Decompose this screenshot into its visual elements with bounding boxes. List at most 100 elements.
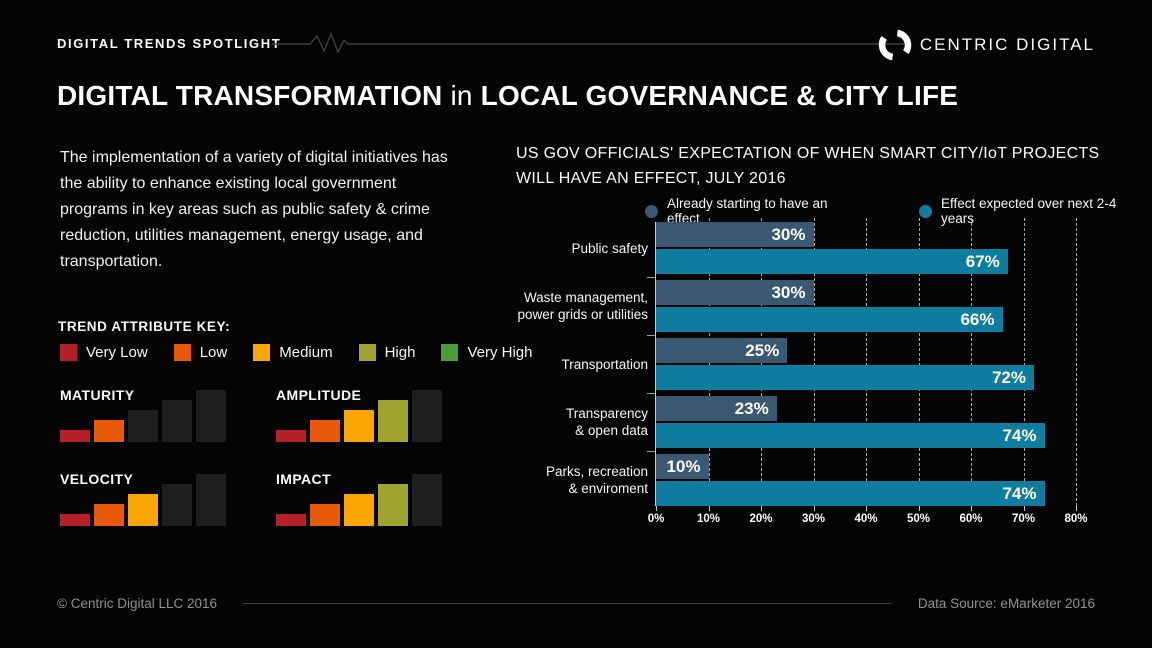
x-axis-tick-50%	[918, 506, 920, 511]
brand-lockup: CENTRIC DIGITAL	[878, 28, 1095, 62]
axis-group-tick-3	[647, 451, 655, 452]
chart-legend-item-1: Effect expected over next 2-4 years	[919, 196, 1152, 226]
trend-key-item-2: Medium	[253, 344, 333, 361]
trend-key-label: Medium	[279, 344, 333, 361]
gridline-40%	[866, 218, 867, 506]
trend-key-item-0: Very Low	[60, 344, 148, 361]
trend-bar-3	[344, 494, 374, 526]
trend-bar-4	[378, 484, 408, 526]
trend-key-swatch-icon	[441, 344, 459, 361]
bar-group-2: 25% 72%	[656, 338, 1075, 390]
bar-2-series-1: 72%	[656, 365, 1034, 390]
trend-key-swatch-icon	[253, 344, 271, 361]
category-label-1: Waste management, power grids or utilitie…	[517, 290, 648, 322]
bar-group-3: 23% 74%	[656, 396, 1075, 448]
copyright-text: © Centric Digital LLC 2016	[57, 596, 218, 611]
gridline-80%	[1076, 218, 1077, 506]
bar-value-label: 67%	[965, 251, 1000, 271]
title-part-1: DIGITAL TRANSFORMATION	[57, 80, 443, 111]
gridline-70%	[1023, 218, 1025, 506]
title-part-mid: in	[442, 80, 481, 111]
trend-chart-bars	[60, 470, 226, 526]
trend-key-swatch-icon	[358, 344, 376, 361]
trend-key-item-4: Very High	[441, 344, 533, 361]
category-label-2: Transportation	[561, 356, 648, 372]
bar-value-label: 10%	[666, 456, 701, 476]
trend-bar-3	[128, 410, 158, 442]
category-label-0: Public safety	[571, 240, 648, 256]
trend-bar-2	[94, 504, 124, 526]
x-axis-tick-60%	[971, 506, 972, 511]
centric-digital-logo-icon	[878, 29, 912, 61]
x-axis-label-50%: 50%	[906, 513, 931, 525]
legend-label: Effect expected over next 2-4 years	[940, 196, 1117, 226]
bar-value-label: 72%	[991, 367, 1026, 387]
trend-bar-2	[310, 420, 340, 442]
x-axis-tick-80%	[1076, 506, 1077, 511]
chart-title: US GOV OFFICIALS' EXPECTATION OF WHEN SM…	[516, 145, 1100, 187]
trend-key-label: High	[384, 344, 416, 361]
category-label-4: Parks, recreation & enviroment	[545, 464, 648, 496]
trend-bar-1	[276, 514, 306, 526]
trend-key-label: Very High	[467, 344, 533, 361]
trend-chart-bars	[276, 470, 442, 526]
gridline-60%	[971, 218, 972, 506]
trend-chart-impact: IMPACT	[276, 470, 446, 526]
trend-chart-label: IMPACT	[276, 471, 332, 487]
footer: © Centric Digital LLC 2016 Data Source: …	[57, 596, 1095, 611]
bar-1-series-1: 66%	[656, 307, 1003, 332]
x-axis-label-40%: 40%	[854, 513, 878, 525]
x-axis-tick-0%	[656, 506, 657, 511]
trend-key-item-3: High	[358, 344, 416, 361]
intro-paragraph: The implementation of a variety of digit…	[60, 149, 448, 270]
trend-chart-label: VELOCITY	[60, 471, 134, 487]
header-label: DIGITAL TRENDS SPOTLIGHT	[57, 36, 282, 51]
trend-chart-maturity: MATURITY	[60, 386, 230, 442]
bar-group-1: 30% 66%	[656, 280, 1075, 332]
bar-value-label: 30%	[771, 282, 806, 302]
category-label-3: Transparency & open data	[565, 406, 648, 438]
legend-dot-icon	[919, 204, 932, 218]
trend-chart-bars	[276, 386, 442, 442]
trend-bar-1	[60, 430, 90, 442]
trend-bar-4	[162, 400, 192, 442]
trend-bar-4	[378, 400, 408, 442]
bar-4-series-1: 74%	[656, 481, 1045, 506]
x-axis-label-30%: 30%	[801, 513, 826, 525]
bar-group-0: 30% 67%	[656, 222, 1075, 274]
trend-key-swatch-icon	[173, 344, 191, 361]
trend-bar-1	[276, 430, 306, 442]
x-axis-tick-70%	[1023, 506, 1025, 511]
gridline-50%	[918, 218, 920, 506]
pulse-line-decoration	[272, 32, 904, 54]
trend-bar-2	[94, 420, 124, 442]
trend-bar-3	[128, 494, 158, 526]
trend-chart-bars	[60, 386, 226, 442]
bar-value-label: 74%	[1002, 483, 1037, 503]
bar-1-series-0: 30%	[656, 280, 814, 305]
bar-value-label: 74%	[1002, 425, 1037, 445]
page-title: DIGITAL TRANSFORMATION in LOCAL GOVERNAN…	[57, 80, 958, 112]
footer-divider	[243, 603, 892, 604]
x-axis-label-10%: 10%	[696, 513, 721, 525]
bar-4-series-0: 10%	[656, 454, 709, 479]
bar-value-label: 25%	[745, 340, 780, 360]
trend-bar-3	[344, 410, 374, 442]
x-axis-label-80%: 80%	[1064, 513, 1088, 525]
bar-2-series-0: 25%	[656, 338, 788, 363]
trend-chart-label: MATURITY	[60, 387, 135, 403]
trend-bar-5	[196, 474, 226, 526]
axis-group-tick-0	[647, 277, 655, 278]
trend-bar-5	[412, 390, 442, 442]
x-axis-tick-40%	[866, 506, 867, 511]
trend-key-label: Very Low	[86, 344, 148, 361]
legend-dot-icon	[645, 204, 658, 218]
x-axis-tick-30%	[813, 506, 815, 511]
gridline-30%	[813, 218, 815, 506]
trend-key-legend: Very Low Low Medium High Very High	[60, 344, 533, 361]
x-axis-label-70%: 70%	[1011, 513, 1036, 525]
bar-3-series-0: 23%	[656, 396, 777, 421]
bar-0-series-0: 30%	[656, 222, 814, 247]
x-axis-label-0%: 0%	[647, 513, 665, 525]
